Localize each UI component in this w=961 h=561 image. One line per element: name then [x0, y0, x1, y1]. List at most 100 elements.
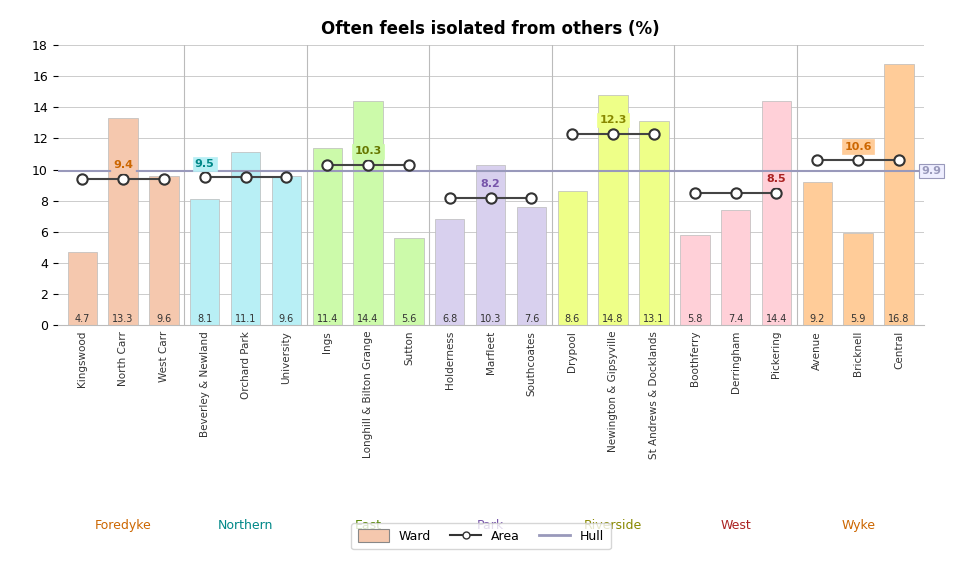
- Bar: [353, 101, 382, 325]
- Text: Holderness: Holderness: [444, 331, 455, 389]
- Bar: [598, 95, 628, 325]
- Text: 16.8: 16.8: [887, 314, 909, 324]
- Text: 5.8: 5.8: [686, 314, 702, 324]
- Bar: [231, 153, 260, 325]
- Bar: [679, 235, 709, 325]
- Title: Often feels isolated from others (%): Often feels isolated from others (%): [321, 20, 659, 38]
- Text: 9.9: 9.9: [921, 166, 941, 176]
- Text: Kingswood: Kingswood: [77, 331, 87, 387]
- Bar: [271, 176, 301, 325]
- Point: [809, 156, 825, 165]
- Point: [74, 174, 89, 183]
- Bar: [883, 63, 913, 325]
- Text: 10.3: 10.3: [354, 146, 382, 157]
- Text: 14.4: 14.4: [765, 314, 786, 324]
- Text: Northern: Northern: [218, 519, 273, 532]
- Bar: [720, 210, 750, 325]
- Text: 8.5: 8.5: [766, 174, 785, 185]
- Text: West Carr: West Carr: [159, 331, 169, 382]
- Point: [646, 129, 661, 138]
- Text: 5.9: 5.9: [850, 314, 865, 324]
- Text: St Andrews & Docklands: St Andrews & Docklands: [649, 331, 658, 459]
- Text: 8.1: 8.1: [197, 314, 212, 324]
- Text: 13.3: 13.3: [112, 314, 134, 324]
- Point: [237, 173, 253, 182]
- Point: [279, 173, 294, 182]
- Text: Bricknell: Bricknell: [852, 331, 862, 376]
- Text: University: University: [282, 331, 291, 384]
- Text: Derringham: Derringham: [730, 331, 740, 393]
- Bar: [476, 165, 505, 325]
- Text: 9.6: 9.6: [156, 314, 171, 324]
- Text: Longhill & Bilton Grange: Longhill & Bilton Grange: [362, 331, 373, 458]
- Point: [401, 160, 416, 169]
- Text: Orchard Park: Orchard Park: [240, 331, 250, 399]
- Text: 11.4: 11.4: [316, 314, 337, 324]
- Text: 14.4: 14.4: [357, 314, 379, 324]
- Text: Wyke: Wyke: [840, 519, 875, 532]
- Text: 5.6: 5.6: [401, 314, 416, 324]
- Text: Avenue: Avenue: [811, 331, 822, 370]
- Bar: [67, 252, 97, 325]
- Text: 7.6: 7.6: [523, 314, 538, 324]
- Bar: [190, 199, 219, 325]
- Text: Beverley & Newland: Beverley & Newland: [200, 331, 209, 437]
- Bar: [149, 176, 179, 325]
- Text: 12.3: 12.3: [599, 115, 627, 125]
- Point: [523, 193, 538, 202]
- Point: [442, 193, 457, 202]
- Bar: [843, 233, 872, 325]
- Bar: [639, 121, 668, 325]
- Text: 6.8: 6.8: [442, 314, 456, 324]
- Text: Southcoates: Southcoates: [526, 331, 536, 396]
- Text: 14.8: 14.8: [602, 314, 623, 324]
- Text: North Carr: North Carr: [118, 331, 128, 386]
- Text: West: West: [720, 519, 751, 532]
- Point: [891, 156, 906, 165]
- Point: [197, 173, 212, 182]
- Text: East: East: [355, 519, 382, 532]
- Bar: [109, 118, 137, 325]
- Text: Drypool: Drypool: [567, 331, 577, 372]
- Text: 10.3: 10.3: [480, 314, 501, 324]
- Bar: [801, 182, 831, 325]
- Text: Ings: Ings: [322, 331, 332, 353]
- Text: 9.2: 9.2: [809, 314, 825, 324]
- Point: [768, 188, 783, 197]
- Bar: [394, 238, 423, 325]
- Point: [850, 156, 865, 165]
- Text: Boothferry: Boothferry: [689, 331, 699, 387]
- Text: Foredyke: Foredyke: [94, 519, 151, 532]
- Bar: [516, 207, 546, 325]
- Text: Riverside: Riverside: [583, 519, 642, 532]
- Point: [319, 160, 334, 169]
- Text: Sutton: Sutton: [404, 331, 413, 365]
- Text: Park: Park: [477, 519, 504, 532]
- Text: 9.4: 9.4: [113, 160, 133, 171]
- Text: 8.2: 8.2: [480, 179, 500, 189]
- Text: Newington & Gipsyville: Newington & Gipsyville: [607, 331, 618, 453]
- Point: [482, 193, 498, 202]
- Text: Marfleet: Marfleet: [485, 331, 495, 374]
- Text: 10.6: 10.6: [844, 141, 871, 151]
- Point: [564, 129, 579, 138]
- Bar: [434, 219, 464, 325]
- Text: 8.6: 8.6: [564, 314, 579, 324]
- Point: [360, 160, 376, 169]
- Text: 11.1: 11.1: [234, 314, 256, 324]
- Point: [686, 188, 702, 197]
- Text: 9.5: 9.5: [195, 159, 214, 169]
- Bar: [557, 191, 586, 325]
- Text: Central: Central: [893, 331, 903, 369]
- Point: [115, 174, 131, 183]
- Point: [604, 129, 620, 138]
- Bar: [761, 101, 790, 325]
- Point: [156, 174, 171, 183]
- Text: 9.6: 9.6: [279, 314, 294, 324]
- Bar: [312, 148, 341, 325]
- Legend: Ward, Area, Hull: Ward, Area, Hull: [351, 523, 610, 549]
- Text: 7.4: 7.4: [727, 314, 743, 324]
- Text: 4.7: 4.7: [74, 314, 89, 324]
- Text: 13.1: 13.1: [643, 314, 664, 324]
- Point: [727, 188, 743, 197]
